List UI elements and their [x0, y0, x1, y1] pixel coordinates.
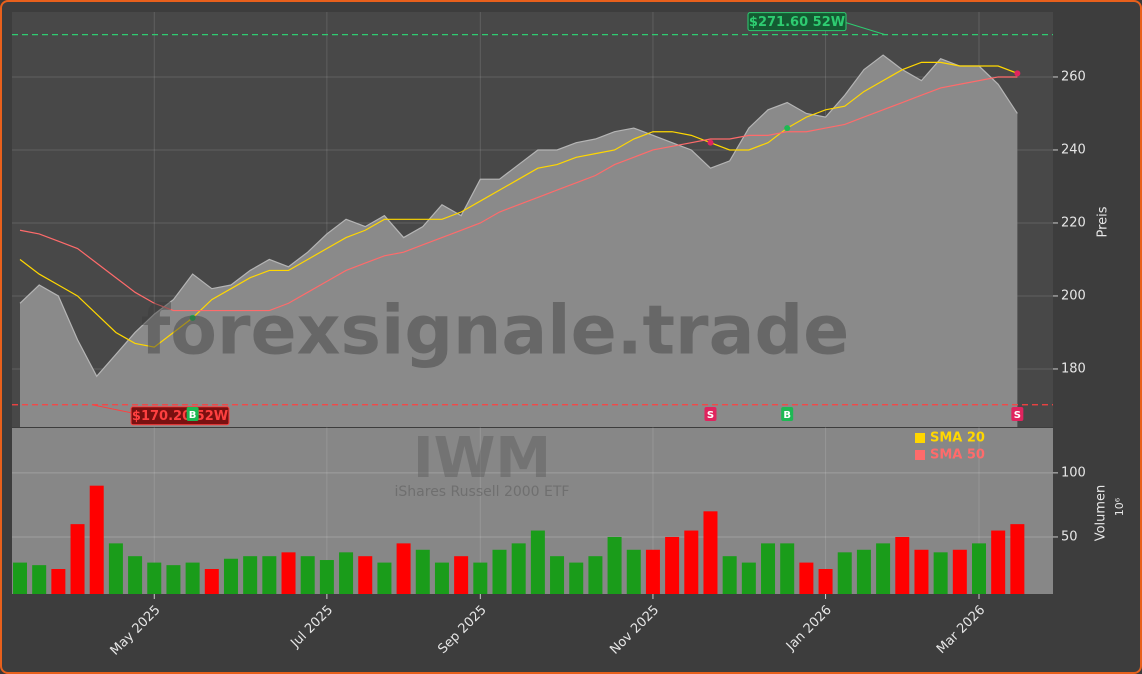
signal-label: S	[1014, 410, 1021, 421]
volume-bar	[377, 562, 392, 594]
y-tick-label: 180	[1061, 361, 1086, 376]
volume-bar	[684, 530, 699, 594]
volume-bar	[281, 552, 296, 594]
volume-bar	[511, 543, 526, 594]
volume-bar	[339, 552, 354, 594]
volume-bar	[856, 549, 871, 594]
crossover-dot	[784, 125, 791, 132]
y-tick-label: 240	[1061, 142, 1086, 157]
volume-bar	[703, 511, 718, 594]
volume-bar	[818, 569, 833, 594]
volume-bar	[415, 549, 430, 594]
volume-tick-label: 100	[1061, 465, 1086, 480]
volume-bar	[588, 556, 603, 594]
volume-bar	[300, 556, 315, 594]
volume-bar	[761, 543, 776, 594]
volume-bar	[569, 562, 584, 594]
volume-bar	[665, 536, 680, 594]
volume-bar	[473, 562, 488, 594]
volume-bar	[108, 543, 123, 594]
volume-bar	[914, 549, 929, 594]
volume-bar	[1010, 524, 1025, 594]
volume-bar	[722, 556, 737, 594]
volume-bar	[204, 569, 219, 594]
legend-label: SMA 20	[930, 431, 985, 446]
legend-label: SMA 50	[930, 448, 985, 463]
crossover-dot	[707, 139, 714, 146]
signal-label: B	[189, 410, 197, 421]
volume-bar	[952, 549, 967, 594]
price-area	[20, 55, 1018, 427]
volume-bar	[262, 556, 277, 594]
y-tick-label: 260	[1061, 69, 1086, 84]
volume-bar	[876, 543, 891, 594]
volume-bar	[454, 556, 469, 594]
volume-bar	[626, 549, 641, 594]
volume-bar	[530, 530, 545, 594]
high-label: $271.60 52W	[749, 15, 845, 30]
volume-bar	[243, 556, 258, 594]
high-label-box	[747, 12, 847, 32]
volume-bar	[185, 562, 200, 594]
x-tick-label: Sep 2025	[435, 603, 489, 657]
sma-line	[19, 61, 1018, 348]
x-tick-label: Mar 2026	[934, 603, 988, 657]
volume-bar	[13, 562, 27, 594]
y-axis-label: Preis	[1096, 206, 1111, 237]
signal-box	[781, 407, 794, 421]
volume-bar	[70, 524, 85, 594]
signal-box	[186, 407, 199, 421]
volume-axis-label: Volumen	[1094, 485, 1109, 542]
volume-bar	[358, 556, 373, 594]
signal-box	[1011, 407, 1024, 421]
volume-bar	[991, 530, 1006, 594]
signal-box	[704, 407, 717, 421]
volume-bar	[396, 543, 411, 594]
volume-bar	[166, 565, 181, 594]
watermark: forexsignale.trade	[141, 292, 850, 371]
volume-bar	[128, 556, 143, 594]
volume-bar	[32, 565, 47, 594]
x-tick-label: Jul 2025	[287, 603, 336, 652]
x-tick-label: May 2025	[108, 603, 164, 659]
volume-bar	[51, 569, 66, 594]
legend-swatch	[915, 433, 925, 443]
volume-bar	[319, 560, 334, 594]
y-tick-label: 200	[1061, 288, 1086, 303]
low-label-box	[130, 406, 230, 426]
x-tick-label: Nov 2025	[607, 603, 662, 658]
volume-bar	[837, 552, 852, 594]
volume-bar	[780, 543, 795, 594]
volume-bar	[741, 562, 756, 594]
volume-bar	[147, 562, 162, 594]
volume-bar	[492, 549, 507, 594]
low-arrow	[91, 404, 132, 414]
volume-tick-label: 50	[1061, 529, 1078, 544]
ticker-subtitle: iShares Russell 2000 ETF	[395, 484, 570, 500]
volume-bar	[434, 562, 449, 594]
signal-label: B	[783, 410, 791, 421]
crossover-dot	[189, 314, 196, 321]
y-tick-label: 220	[1061, 215, 1086, 230]
volume-bar	[550, 556, 565, 594]
signal-label: S	[707, 410, 714, 421]
volume-bar	[799, 562, 814, 594]
volume-bar	[223, 558, 238, 594]
volume-bar	[972, 543, 986, 594]
x-tick-label: Jan 2026	[783, 603, 835, 655]
volume-bar	[895, 536, 910, 594]
high-arrow	[845, 22, 886, 36]
volume-scale-label: 10⁶	[1113, 497, 1126, 516]
sma-line	[19, 76, 1018, 312]
low-label: $170.20 52W	[132, 409, 228, 424]
volume-bar	[933, 552, 948, 594]
volume-bar	[607, 536, 622, 594]
ticker-title: IWM	[413, 426, 551, 491]
price-line	[19, 54, 1018, 378]
volume-bar	[89, 485, 104, 594]
legend-swatch	[915, 450, 925, 460]
volume-bar	[645, 549, 660, 594]
crossover-dot	[1014, 70, 1021, 77]
